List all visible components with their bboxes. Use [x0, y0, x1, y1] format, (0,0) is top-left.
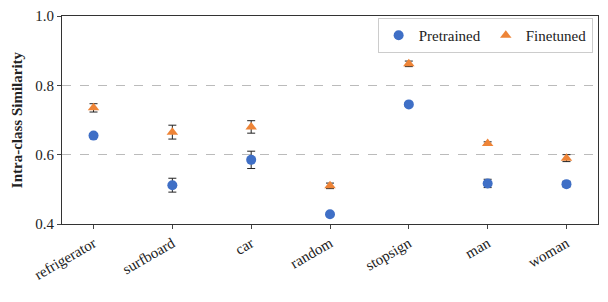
svg-text:Finetuned: Finetuned	[526, 28, 586, 44]
svg-text:stopsign: stopsign	[363, 234, 415, 273]
svg-text:woman: woman	[525, 234, 572, 270]
svg-text:car: car	[233, 235, 257, 258]
svg-text:random: random	[288, 235, 336, 272]
svg-text:surfboard: surfboard	[120, 234, 178, 277]
svg-text:1.0: 1.0	[35, 8, 54, 24]
svg-text:0.8: 0.8	[35, 78, 54, 94]
svg-text:0.6: 0.6	[35, 147, 54, 163]
svg-text:Pretrained: Pretrained	[419, 28, 481, 44]
svg-text:refrigerator: refrigerator	[32, 235, 99, 283]
svg-text:0.4: 0.4	[35, 216, 54, 232]
svg-text:Intra-class Similarity: Intra-class Similarity	[9, 51, 25, 188]
svg-text:man: man	[463, 234, 494, 261]
